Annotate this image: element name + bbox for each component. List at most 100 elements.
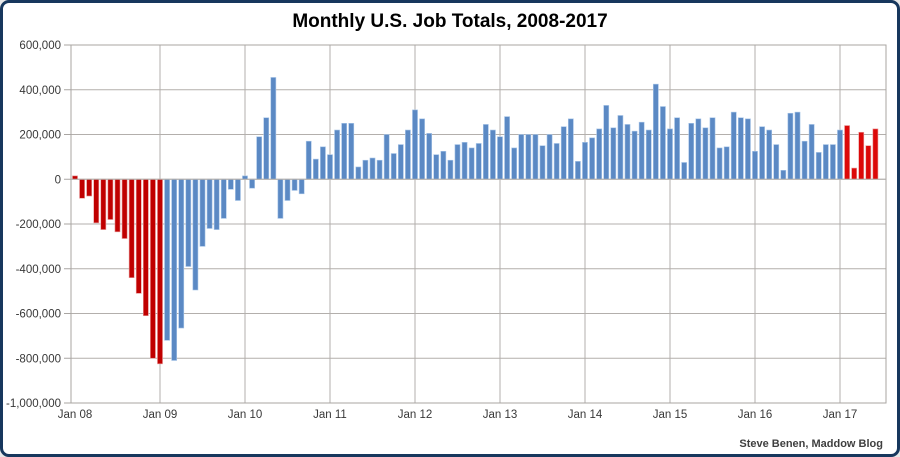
bar-aug-2009 — [206, 178, 213, 229]
bar-feb-2011 — [334, 129, 340, 180]
bar-dec-2013 — [575, 161, 581, 180]
bar-jun-2012 — [447, 159, 454, 180]
bar-apr-2015 — [688, 123, 695, 180]
bar-nov-2013 — [567, 118, 574, 180]
bar-jan-2014 — [582, 142, 588, 180]
bar-may-2010 — [270, 77, 277, 180]
bar-dec-2008 — [150, 178, 156, 359]
bar-jun-2011 — [362, 159, 369, 180]
bar-jan-2017 — [837, 129, 843, 180]
x-tick-label: Jan 10 — [228, 409, 263, 421]
bar-may-2011 — [355, 166, 362, 180]
bar-feb-2008 — [79, 178, 85, 199]
bar-nov-2016 — [822, 144, 829, 180]
bar-feb-2017 — [844, 125, 850, 180]
bar-sep-2009 — [213, 178, 220, 230]
bar-feb-2009 — [164, 178, 170, 341]
bar-sep-2016 — [808, 124, 815, 180]
bar-aug-2014 — [631, 130, 638, 180]
bar-mar-2009 — [171, 178, 178, 361]
bar-jan-2013 — [497, 136, 503, 180]
bar-jun-2010 — [277, 178, 284, 219]
bar-dec-2016 — [830, 144, 836, 180]
chart-canvas: 600,000 400,000 200,000 0 -200,000 -400,000 -6… — [6, 40, 887, 421]
bar-may-2008 — [100, 178, 107, 230]
bar-mar-2008 — [86, 178, 93, 197]
bar-dec-2014 — [660, 106, 666, 180]
bar-jan-2011 — [327, 154, 333, 180]
bar-feb-2012 — [419, 118, 425, 180]
bar-feb-2013 — [504, 116, 510, 180]
bar-apr-2010 — [263, 117, 270, 180]
bar-jul-2012 — [454, 144, 461, 180]
bar-mar-2011 — [341, 123, 348, 180]
bar-jan-2015 — [667, 128, 673, 180]
y-tick-label: 0 — [55, 174, 61, 186]
x-tick-label: Jan 17 — [823, 409, 858, 421]
x-tick-label: Jan 09 — [143, 409, 178, 421]
bar-jul-2009 — [199, 178, 206, 247]
bar-jun-2014 — [617, 115, 624, 180]
bar-feb-2014 — [589, 137, 595, 180]
bar-mar-2010 — [256, 136, 263, 180]
bar-may-2012 — [440, 150, 447, 180]
bar-oct-2009 — [220, 178, 227, 219]
bar-jan-2016 — [752, 150, 758, 180]
bar-oct-2014 — [645, 129, 652, 180]
bar-aug-2008 — [121, 178, 128, 239]
bar-may-2015 — [695, 118, 702, 180]
bar-nov-2014 — [652, 83, 659, 180]
bar-sep-2010 — [298, 178, 305, 195]
bar-apr-2012 — [433, 154, 440, 180]
bar-jul-2010 — [284, 178, 291, 201]
bar-nov-2011 — [397, 144, 404, 180]
bar-aug-2012 — [461, 142, 468, 180]
x-tick-label: Jan 12 — [398, 409, 433, 421]
bar-apr-2013 — [518, 134, 525, 180]
bar-dec-2012 — [490, 129, 496, 180]
bar-sep-2015 — [723, 146, 730, 180]
bar-sep-2008 — [128, 178, 135, 278]
bar-sep-2013 — [553, 143, 560, 180]
bar-nov-2008 — [142, 178, 149, 317]
chart-title: Monthly U.S. Job Totals, 2008-2017 — [292, 11, 608, 32]
bar-dec-2009 — [235, 178, 241, 201]
bar-apr-2008 — [93, 178, 100, 224]
bar-jul-2016 — [794, 111, 801, 180]
bar-may-2017 — [865, 145, 872, 180]
bar-feb-2016 — [759, 126, 765, 180]
bar-sep-2011 — [383, 134, 390, 180]
bar-oct-2011 — [390, 153, 397, 180]
bar-jul-2013 — [539, 145, 546, 180]
bar-nov-2012 — [482, 124, 489, 180]
y-tick-label: -1,000,000 — [6, 398, 61, 410]
bar-jun-2013 — [532, 134, 539, 180]
bar-mar-2017 — [851, 167, 858, 180]
bar-feb-2015 — [674, 117, 680, 180]
bar-apr-2017 — [858, 131, 865, 180]
x-tick-label: Jan 08 — [58, 409, 93, 421]
x-tick-label: Jan 14 — [568, 409, 603, 421]
y-tick-label: 600,000 — [19, 40, 61, 52]
bar-sep-2012 — [468, 147, 475, 180]
bar-jun-2009 — [192, 178, 199, 291]
bar-apr-2009 — [178, 178, 185, 329]
bar-jan-2010 — [242, 175, 248, 180]
bar-jun-2016 — [787, 112, 794, 180]
bar-aug-2016 — [801, 140, 808, 180]
bar-may-2013 — [525, 134, 532, 180]
bar-aug-2010 — [291, 178, 298, 191]
x-tick-label: Jan 16 — [738, 409, 773, 421]
bar-feb-2010 — [249, 178, 255, 189]
bar-mar-2014 — [596, 128, 603, 180]
bar-nov-2010 — [312, 158, 319, 180]
bar-jan-2009 — [157, 178, 163, 365]
bar-dec-2010 — [320, 146, 326, 180]
bar-may-2014 — [610, 127, 617, 180]
bar-jun-2017 — [872, 128, 879, 180]
x-tick-label: Jan 15 — [653, 409, 688, 421]
bar-apr-2011 — [348, 123, 355, 180]
bar-oct-2016 — [815, 152, 822, 180]
y-tick-label: -600,000 — [16, 309, 61, 321]
